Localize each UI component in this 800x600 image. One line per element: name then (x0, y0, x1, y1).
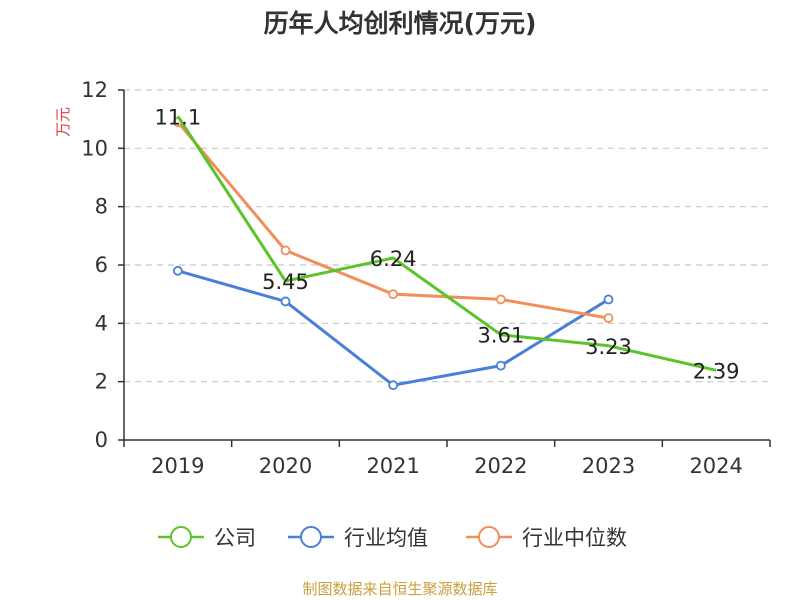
series-1 (172, 265, 614, 391)
data-label: 3.23 (585, 335, 632, 359)
data-label: 6.24 (370, 247, 417, 271)
data-label: 11.1 (154, 105, 201, 129)
y-tick-label: 6 (95, 253, 108, 277)
data-point (495, 294, 506, 305)
y-axis-label: 万元 (54, 107, 72, 137)
y-tick-label: 12 (81, 78, 108, 102)
x-tick-label: 2021 (366, 454, 419, 478)
series-layer (172, 115, 717, 391)
grid-lines (124, 89, 770, 383)
legend-item: 行业中位数 (466, 526, 627, 550)
legend-item: 公司 (158, 526, 256, 550)
x-tick-label: 2023 (582, 454, 635, 478)
legend: 公司 行业均值 行业中位数 (158, 526, 627, 550)
data-point (388, 380, 399, 391)
y-tick-label: 10 (81, 136, 108, 160)
legend-label: 公司 (214, 526, 256, 550)
series-2 (172, 117, 614, 323)
data-point (280, 245, 291, 256)
legend-marker (170, 526, 192, 548)
data-label: 3.61 (477, 324, 524, 348)
source-note: 制图数据来自恒生聚源数据库 (302, 580, 497, 598)
data-point (388, 289, 399, 300)
data-point (172, 265, 183, 276)
data-point (603, 294, 614, 305)
x-tick-label: 2019 (151, 454, 204, 478)
data-point (495, 360, 506, 371)
y-tick-label: 0 (95, 428, 108, 452)
x-tick-label: 2022 (474, 454, 527, 478)
data-point (603, 313, 614, 323)
series-0 (176, 115, 717, 372)
data-labels: 11.1 5.45 6.24 3.61 3.23 2.39 (154, 105, 739, 383)
chart-title: 历年人均创利情况(万元) (264, 9, 537, 38)
data-label: 2.39 (693, 359, 740, 383)
y-tick-label: 8 (95, 195, 108, 219)
legend-label: 行业均值 (344, 526, 428, 550)
legend-item: 行业均值 (288, 526, 428, 550)
y-tick-label: 2 (95, 370, 108, 394)
series-line (176, 115, 717, 372)
legend-marker (300, 526, 322, 548)
axes: 0 2 4 6 8 10 12 2019 2020 2021 2022 2023 2024 (81, 78, 771, 478)
legend-marker (478, 526, 500, 548)
x-tick-label: 2020 (259, 454, 312, 478)
data-label: 5.45 (262, 270, 309, 294)
data-point (280, 296, 291, 307)
x-tick-label: 2024 (689, 454, 742, 478)
legend-label: 行业中位数 (522, 526, 627, 550)
y-tick-label: 4 (95, 311, 108, 335)
series-line (177, 269, 610, 387)
